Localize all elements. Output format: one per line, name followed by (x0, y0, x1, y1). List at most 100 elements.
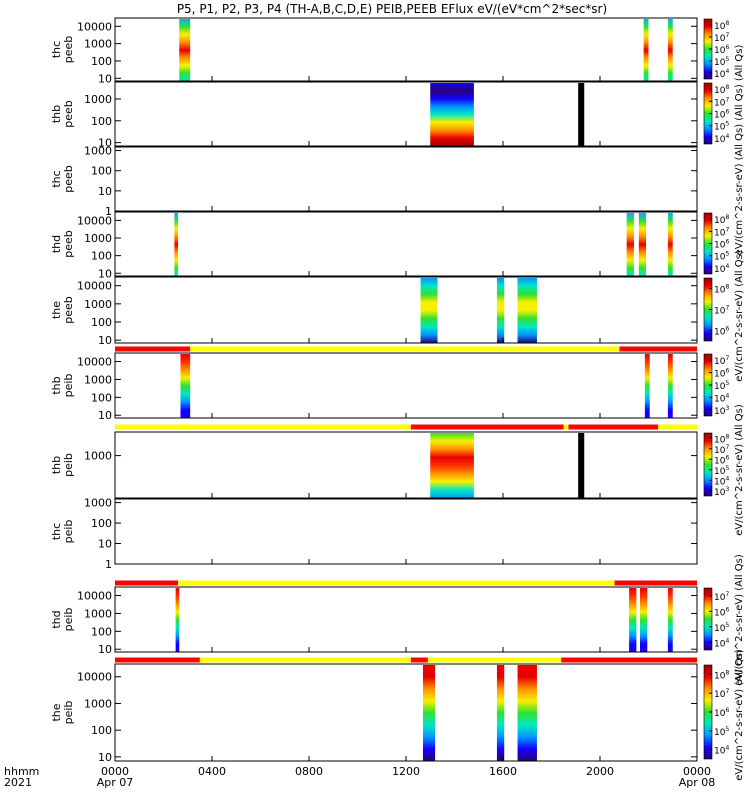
spectrogram-block (626, 213, 634, 276)
panel-thc-peib: 1 10 100 1000 thc peib (50, 497, 698, 586)
mode-bar-segment (619, 346, 697, 352)
colorbar-tick-label: 105 (714, 622, 729, 634)
spectrogram-block (667, 19, 673, 81)
colorbar-tick-label: 103 (714, 486, 729, 498)
y-tick-label: 10000 (77, 280, 112, 293)
colorbar-tick-label: 107 (714, 688, 729, 700)
y-tick-label: 1000 (84, 298, 112, 311)
spectrogram-block (640, 588, 648, 652)
colorbar-tick-label: 103 (714, 405, 729, 417)
y-axis-label: peeb (62, 165, 75, 193)
mode-bar-segment (115, 657, 200, 663)
y-axis-label: thd (50, 610, 63, 628)
figure-title: P5, P1, P2, P3, P4 (TH-A,B,C,D,E) PEIB,P… (177, 2, 607, 16)
panel-thc-peeb: 1 10 100 1000 thc peeb (50, 145, 698, 218)
colorbar-tick-label: 108 (714, 20, 729, 32)
colorbar-tick-label: 107 (714, 305, 729, 317)
colorbar-tick-label: 104 (714, 745, 729, 757)
spectrogram-block (430, 83, 474, 146)
y-axis-label: peib (62, 453, 75, 477)
mode-bar-segment (614, 580, 697, 586)
y-tick-label: 1000 (84, 232, 112, 245)
y-tick-label: 100 (91, 724, 112, 737)
y-tick-label: 1000 (84, 38, 112, 51)
x-tick-label: 2000 (586, 765, 614, 778)
y-tick-label: 10 (98, 751, 112, 764)
colorbar-tick-label: 105 (714, 380, 729, 392)
panel-frame (114, 17, 698, 82)
x-tick-label: 0400 (198, 765, 226, 778)
y-tick-label: 100 (91, 250, 112, 263)
colorbar-tick-label: 104 (714, 263, 729, 275)
panel-frame (114, 431, 698, 499)
spectrogram-block (667, 354, 673, 418)
mode-bar-segment (561, 657, 697, 663)
x-tick-label: 1600 (489, 765, 517, 778)
y-axis-label: thb (50, 105, 63, 123)
mode-bar-segment (658, 424, 697, 430)
colorbar-tick-label: 108 (714, 669, 729, 681)
y-axis-label: thc (50, 41, 63, 58)
colorbar-tick-label: 105 (714, 56, 729, 68)
spectrogram-block (644, 354, 650, 418)
mode-bar-segment (178, 580, 615, 586)
colorbar-tick-label: 106 (714, 368, 729, 380)
colorbar-tick-label: 104 (714, 68, 729, 80)
panel-frame (114, 146, 698, 212)
mode-bar-segment (199, 657, 411, 663)
spectrogram-block (517, 278, 537, 343)
y-tick-label: 100 (91, 391, 112, 404)
y-tick-label: 1000 (84, 607, 112, 620)
colorbar-units-label: eV/(cm^2-s-sr-eV) (All Qs) (All Qs) (All… (734, 45, 745, 256)
spectrogram-block (496, 665, 505, 761)
y-tick-label: 1000 (84, 145, 112, 158)
panel-thd-peib: 10 100 1000 10000 thd peib 104 105 106 107 (50, 586, 729, 663)
y-axis-label: peeb (62, 230, 75, 258)
y-tick-label: 100 (91, 316, 112, 329)
y-axis-label: peeb (62, 36, 75, 64)
spectrogram-block (175, 588, 180, 652)
colorbar-tick-label: 107 (714, 226, 729, 238)
y-axis-label: peib (62, 701, 75, 725)
y-axis-label: peib (62, 520, 75, 544)
colorbar-tick-label: 107 (714, 591, 729, 603)
y-axis-label: thc (50, 170, 63, 187)
spectrogram-block (420, 278, 438, 343)
y-tick-label: 10000 (77, 356, 112, 369)
panel-frame (114, 211, 698, 277)
y-tick-label: 1 (105, 558, 112, 571)
y-axis-label: thd (50, 235, 63, 253)
y-tick-label: 100 (91, 517, 112, 530)
y-tick-label: 10 (98, 185, 112, 198)
colorbar-tick-label: 104 (714, 392, 729, 404)
colorbar-tick-label: 105 (714, 726, 729, 738)
y-tick-label: 10 (98, 267, 112, 280)
y-tick-label: 10 (98, 72, 112, 85)
colorbar (703, 432, 713, 497)
y-axis-label: thc (50, 523, 63, 540)
y-tick-label: 100 (91, 55, 112, 68)
mode-bar-segment (563, 424, 569, 430)
y-tick-label: 100 (91, 165, 112, 178)
panel-frame (114, 498, 698, 565)
mode-bar-segment (115, 580, 179, 586)
colorbar-tick-label: 106 (714, 44, 729, 56)
y-tick-label: 10000 (77, 671, 112, 684)
colorbar-tick-label: 106 (714, 707, 729, 719)
colorbar-tick-label: 104 (714, 133, 729, 145)
colorbar-tick-label: 104 (714, 637, 729, 649)
y-tick-label: 100 (91, 625, 112, 638)
y-axis-label: the (50, 703, 63, 721)
y-tick-label: 100 (91, 115, 112, 128)
panel-the-peeb: 10 100 1000 10000 the peeb 106 107 108 (50, 276, 729, 352)
x-tick-date: Apr 08 (679, 776, 716, 789)
panel-frame (114, 586, 698, 653)
y-tick-label: 10 (98, 643, 112, 656)
y-tick-label: 10 (98, 409, 112, 422)
spectrogram-block (174, 213, 179, 276)
y-tick-label: 10000 (77, 214, 112, 227)
y-tick-label: 10000 (77, 20, 112, 33)
spectrogram-block (667, 588, 673, 652)
